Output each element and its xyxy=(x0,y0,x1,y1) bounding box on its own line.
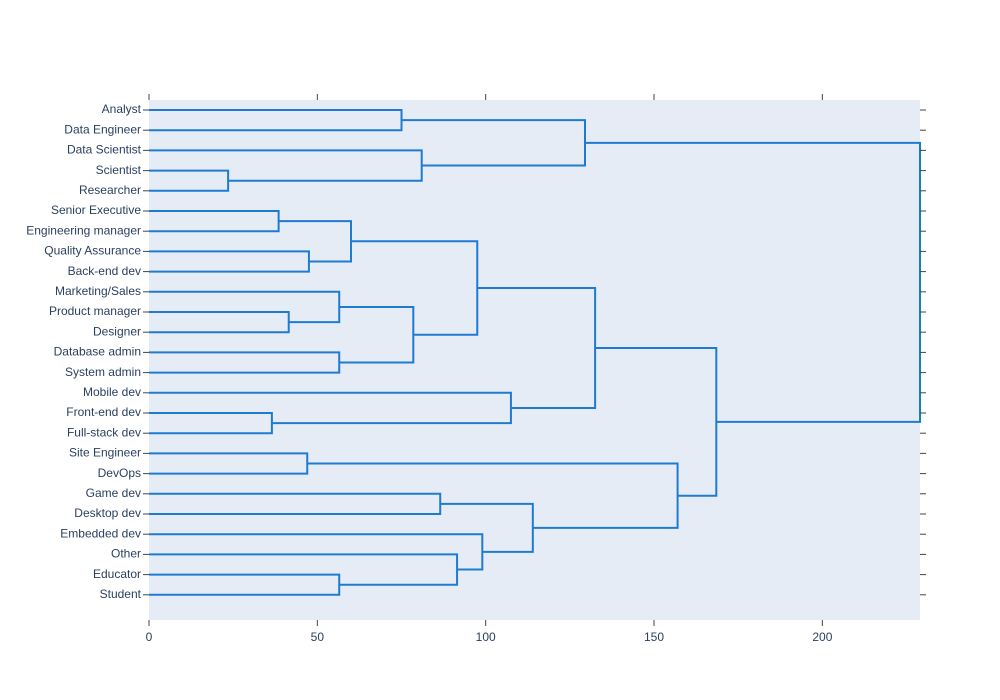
x-tick-label: 50 xyxy=(311,630,325,644)
x-tick-label: 150 xyxy=(644,630,664,644)
x-axis: 0 50 100 150 200 xyxy=(146,94,833,644)
leaf-label: Back-end dev xyxy=(68,264,141,278)
dendrogram-link xyxy=(351,240,479,336)
leaf-label: Senior Executive xyxy=(51,203,141,217)
dendrogram-link xyxy=(149,210,280,233)
leaf-label: Designer xyxy=(93,324,141,338)
leaf-label: Scientist xyxy=(96,163,142,177)
leaf-label: Game dev xyxy=(86,486,141,500)
leaf-label: Product manager xyxy=(49,304,141,318)
leaf-label: Data Scientist xyxy=(67,143,142,157)
leaf-label: Site Engineer xyxy=(69,446,141,460)
x-tick-label: 200 xyxy=(812,630,832,644)
dendrogram-link xyxy=(149,391,512,425)
leaf-label: Quality Assurance xyxy=(44,244,141,258)
x-tick-label: 0 xyxy=(146,630,153,644)
leaf-label: Educator xyxy=(93,567,141,581)
leaf-label: Front-end dev xyxy=(66,405,141,419)
dendrogram-link xyxy=(401,119,587,167)
leaf-label: Embedded dev xyxy=(60,526,141,540)
leaf-label: Analyst xyxy=(102,102,142,116)
plot-background xyxy=(149,100,920,620)
right-tick-marks xyxy=(920,109,926,596)
dendrogram-link xyxy=(149,169,230,192)
y-axis: Analyst Data Engineer Data Scientist Scient… xyxy=(26,102,149,601)
dendrogram-link xyxy=(149,452,309,475)
leaf-label: DevOps xyxy=(98,466,141,480)
x-tick-label: 100 xyxy=(476,630,496,644)
leaf-label: Other xyxy=(111,547,141,561)
dendrogram-link xyxy=(149,553,459,586)
dendrogram-link xyxy=(149,533,484,571)
leaf-label: Researcher xyxy=(79,183,141,197)
leaf-label: System admin xyxy=(65,365,141,379)
dendrogram-link xyxy=(149,492,442,515)
leaf-label: Database admin xyxy=(54,345,141,359)
leaf-label: Mobile dev xyxy=(83,385,141,399)
leaf-label: Engineering manager xyxy=(26,223,141,237)
leaf-label: Full-stack dev xyxy=(67,425,141,439)
leaf-label: Desktop dev xyxy=(74,506,141,520)
leaf-label: Marketing/Sales xyxy=(55,284,141,298)
leaf-label: Student xyxy=(100,587,142,601)
leaf-label: Data Engineer xyxy=(64,122,141,136)
dendrogram-links xyxy=(149,109,921,596)
